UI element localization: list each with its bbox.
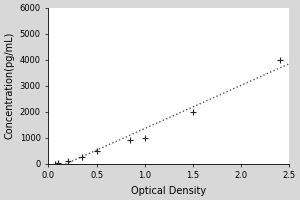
X-axis label: Optical Density: Optical Density bbox=[131, 186, 206, 196]
Y-axis label: Concentration(pg/mL): Concentration(pg/mL) bbox=[4, 32, 14, 139]
